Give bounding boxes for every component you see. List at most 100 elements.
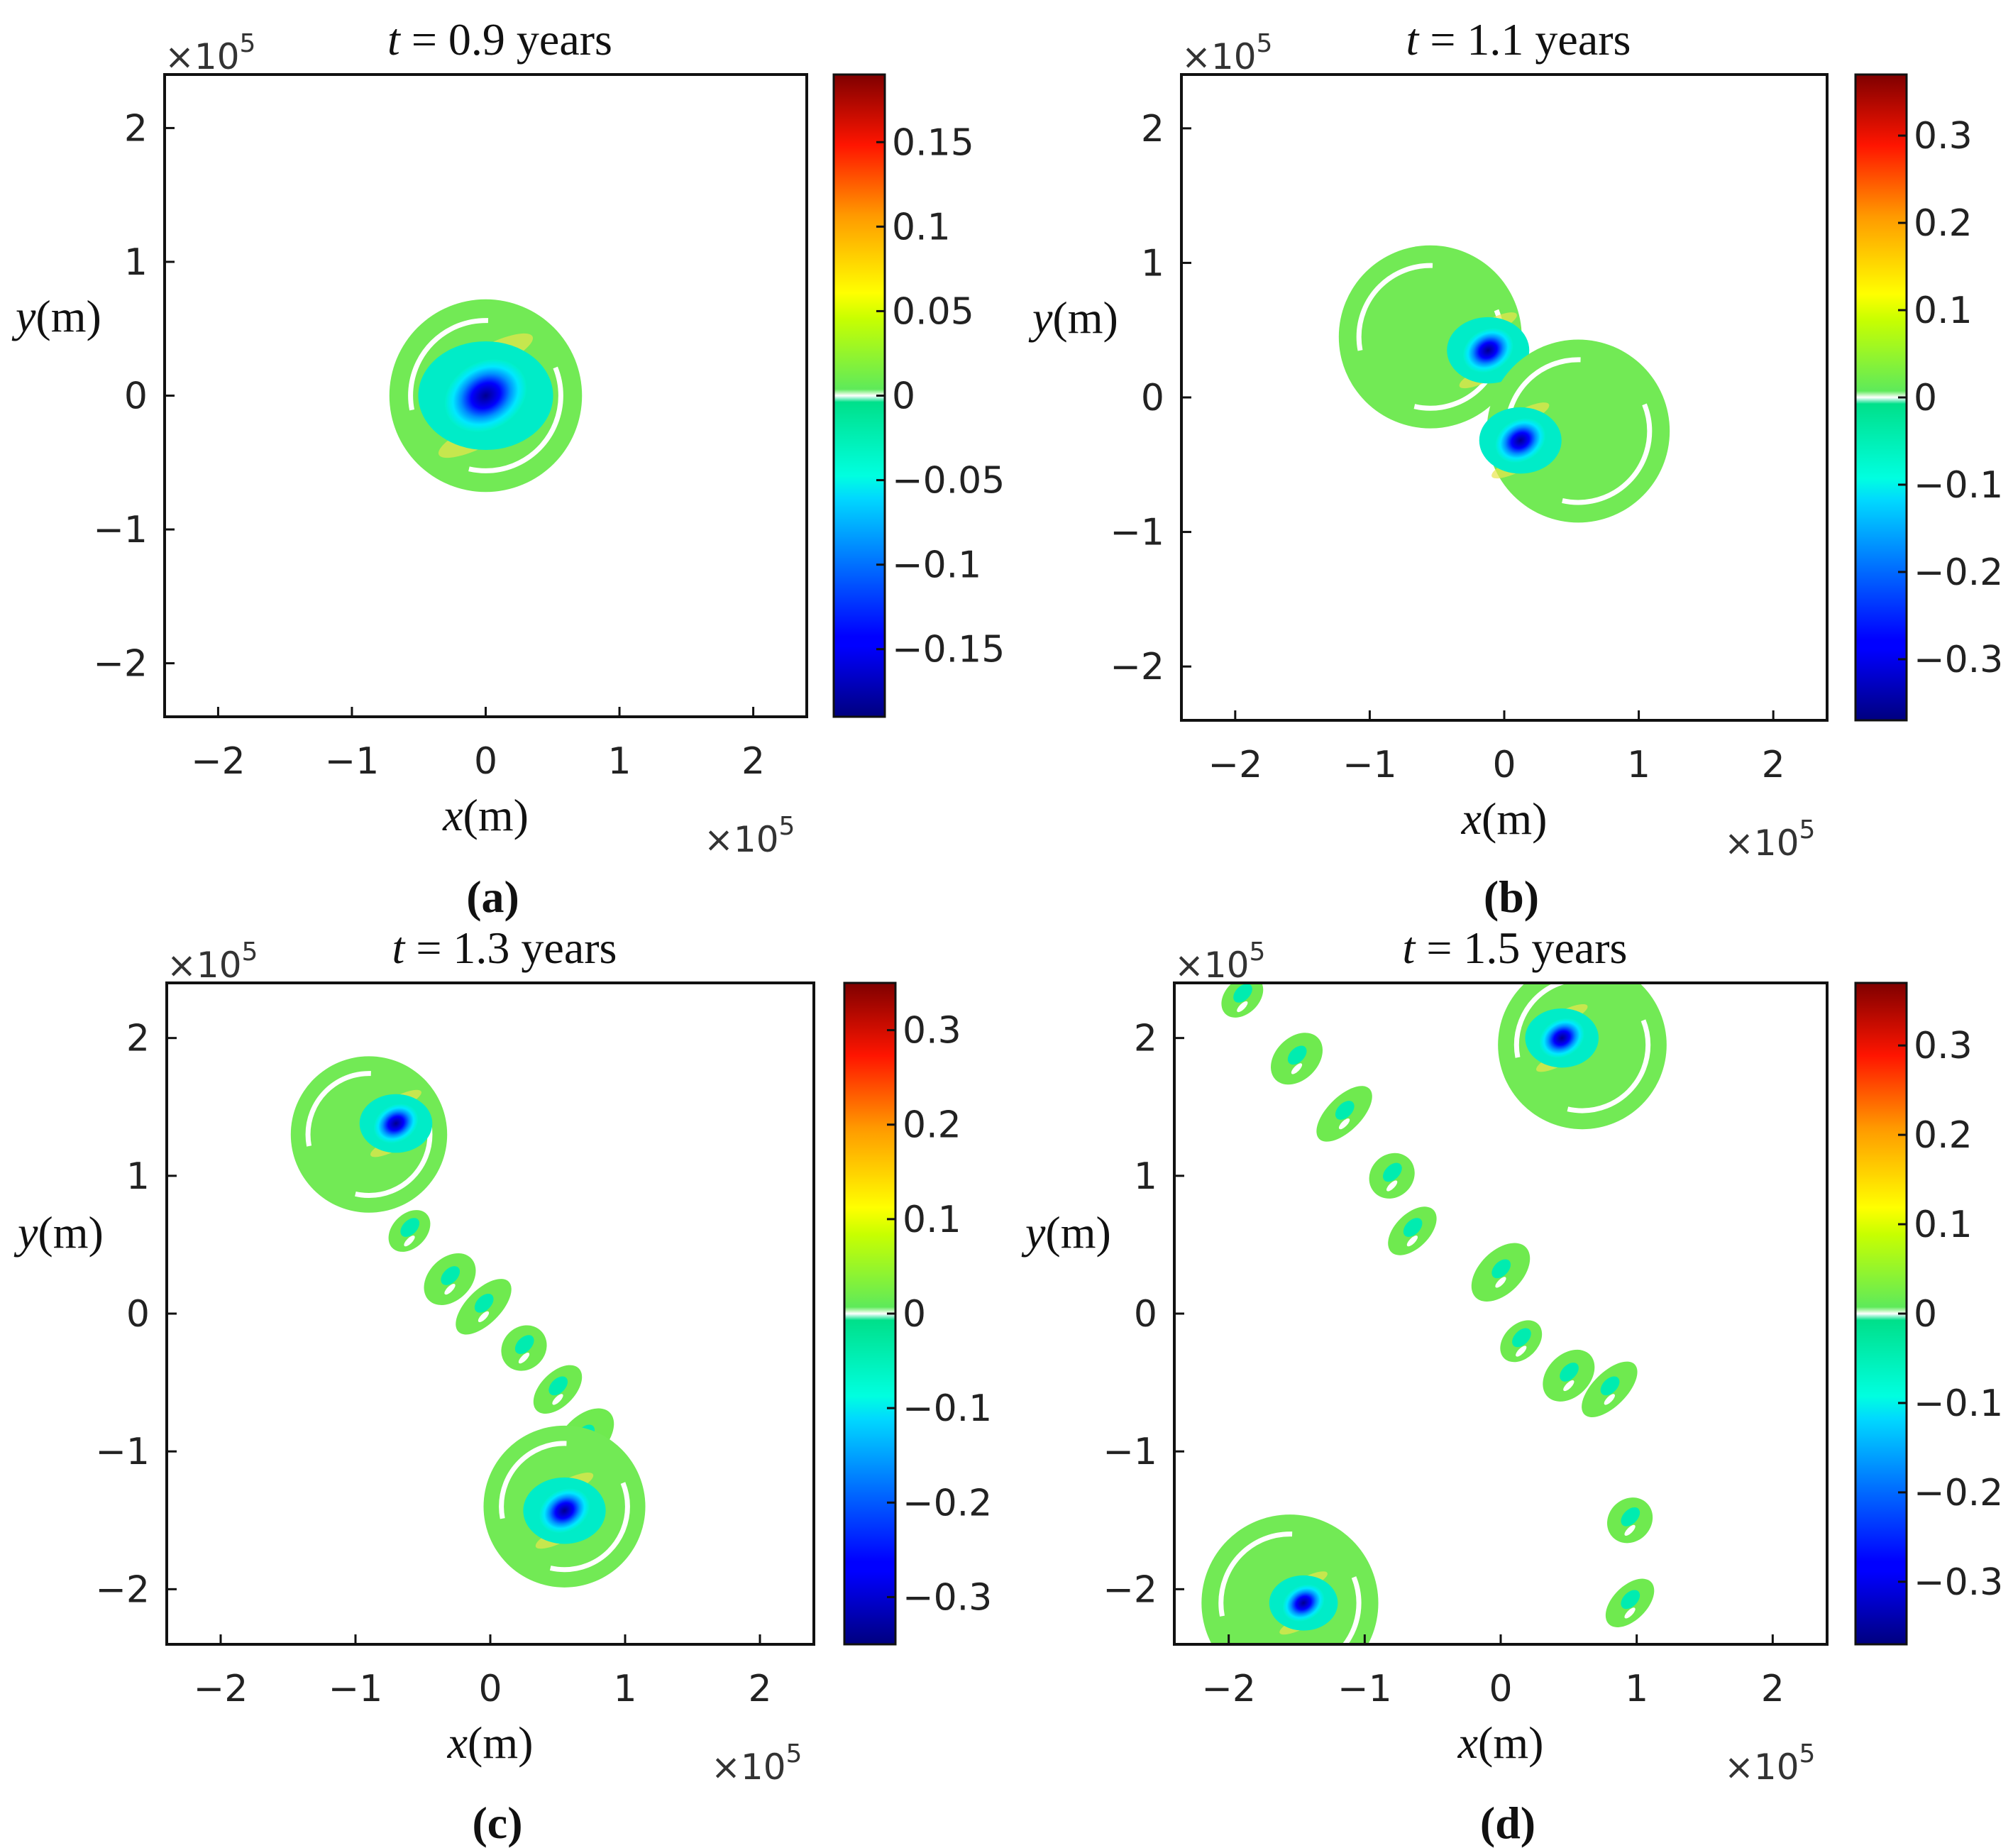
- y-axis-unit: (m): [35, 291, 101, 341]
- y-axis-unit: (m): [1052, 292, 1118, 343]
- filament-core: [1600, 1376, 1620, 1396]
- x-axis-var: x: [1461, 793, 1482, 844]
- x-axis-exponent: ×105: [1724, 815, 1815, 864]
- filament-gap: [1338, 1118, 1350, 1130]
- y-axis-exponent: ×105: [165, 29, 255, 77]
- colorbar-tick-label: −0.3: [903, 1576, 992, 1619]
- y-axis-var: y: [1028, 292, 1053, 343]
- x-tick-label: −1: [329, 1668, 383, 1710]
- panel-label: (d): [1480, 1798, 1535, 1848]
- y-tick-label: −1: [95, 1431, 150, 1473]
- filament-gap: [444, 1283, 456, 1295]
- colorbar-tick-label: 0.3: [1914, 1025, 1973, 1067]
- y-tick-label: −2: [93, 643, 148, 686]
- y-axis-label: y(m): [11, 291, 101, 341]
- exponent-base: ×10: [165, 36, 240, 77]
- exponent-base: ×10: [1724, 823, 1799, 864]
- x-tick-label: 1: [607, 740, 631, 783]
- title-equals: =: [400, 14, 448, 65]
- filament-core: [441, 1266, 460, 1285]
- filament-core: [474, 1294, 494, 1313]
- exponent-base: ×10: [1174, 945, 1250, 986]
- filament-gap: [404, 1236, 415, 1247]
- colorbar-tick-label: 0.15: [892, 121, 974, 164]
- vorticity-field: [1201, 983, 1667, 1644]
- vortex-spiral-arm: [1513, 983, 1651, 1113]
- x-axis-unit: (m): [468, 1717, 533, 1768]
- y-axis-var: y: [13, 1207, 38, 1258]
- filament-gap: [1291, 1063, 1303, 1074]
- vortex-spiral-arm: [1218, 1531, 1362, 1644]
- x-tick-label: −2: [194, 1668, 248, 1710]
- filament-gap: [1406, 1236, 1418, 1247]
- colorbar-tick-label: 0.2: [1914, 202, 1973, 245]
- x-tick-label: −1: [1338, 1668, 1392, 1710]
- y-tick-label: 1: [1134, 1155, 1157, 1198]
- title-value: 0.9 years: [448, 14, 612, 65]
- exponent-base: ×10: [1724, 1747, 1799, 1788]
- filament-core: [1403, 1218, 1423, 1237]
- title-variable: t: [392, 923, 407, 973]
- filament-gap: [1624, 1607, 1636, 1619]
- y-tick-label: 0: [126, 1293, 150, 1336]
- filament-gap: [1516, 1346, 1527, 1357]
- filament-core: [1621, 1590, 1640, 1610]
- colorbar-tick-label: −0.1: [1914, 1382, 2003, 1425]
- x-tick-label: 0: [478, 1668, 502, 1710]
- exponent-base: ×10: [167, 945, 242, 986]
- exponent-power: 5: [1257, 29, 1273, 58]
- panel-label: (c): [472, 1798, 522, 1848]
- filament-gap: [518, 1353, 530, 1364]
- colorbar-tick-label: −0.2: [903, 1482, 992, 1524]
- exponent-power: 5: [779, 812, 795, 841]
- x-tick-label: 2: [741, 740, 765, 783]
- panel-title: t = 1.1 years: [1406, 14, 1631, 65]
- filament-core: [1287, 1045, 1307, 1065]
- exponent-base: ×10: [1181, 36, 1257, 77]
- colorbar-tick-label: −0.15: [892, 629, 1005, 671]
- filament-gap: [1624, 1524, 1636, 1536]
- x-axis-label: x(m): [447, 1717, 534, 1768]
- filament-core: [400, 1218, 420, 1237]
- y-tick-label: 2: [1134, 1018, 1157, 1060]
- y-axis-var: y: [1021, 1207, 1046, 1258]
- x-axis-exponent: ×105: [704, 812, 795, 860]
- colorbar-tick-label: 0: [1914, 1293, 1937, 1336]
- colorbar-tick-label: −0.1: [892, 544, 981, 587]
- x-axis-unit: (m): [1478, 1717, 1543, 1768]
- filament-core: [1383, 1162, 1402, 1182]
- y-tick-label: −1: [93, 509, 148, 551]
- y-axis-label: y(m): [1028, 292, 1118, 343]
- x-tick-label: 0: [1492, 744, 1516, 786]
- x-tick-label: −2: [1201, 1668, 1256, 1710]
- x-axis-var: x: [1457, 1717, 1478, 1768]
- y-tick-label: 2: [1141, 108, 1164, 150]
- x-axis-label: x(m): [1461, 793, 1548, 844]
- vortex-core: [373, 1104, 419, 1143]
- y-tick-label: 1: [126, 1155, 150, 1198]
- filament-core: [1491, 1259, 1511, 1279]
- filament-core: [1621, 1507, 1640, 1527]
- y-axis-label: y(m): [13, 1207, 104, 1258]
- colorbar-tick-label: 0.1: [903, 1199, 961, 1241]
- title-equals: =: [1415, 923, 1463, 973]
- colorbar-tick-label: −0.3: [1914, 1561, 2003, 1604]
- filament-gap: [552, 1394, 563, 1405]
- x-axis-var: x: [447, 1717, 468, 1768]
- colorbar-tick-label: −0.2: [1914, 551, 2003, 594]
- colorbar-tick-label: 0.1: [892, 206, 951, 248]
- colorbar-tick-label: −0.2: [1914, 1472, 2003, 1514]
- filament-core: [1335, 1101, 1355, 1120]
- x-tick-label: −1: [325, 740, 380, 783]
- x-axis-var: x: [442, 790, 463, 840]
- vortex-spiral-arm: [408, 318, 563, 473]
- exponent-power: 5: [786, 1739, 803, 1769]
- y-axis-unit: (m): [1045, 1207, 1110, 1258]
- filament-gap: [1237, 1001, 1248, 1013]
- vortex-core: [444, 359, 527, 432]
